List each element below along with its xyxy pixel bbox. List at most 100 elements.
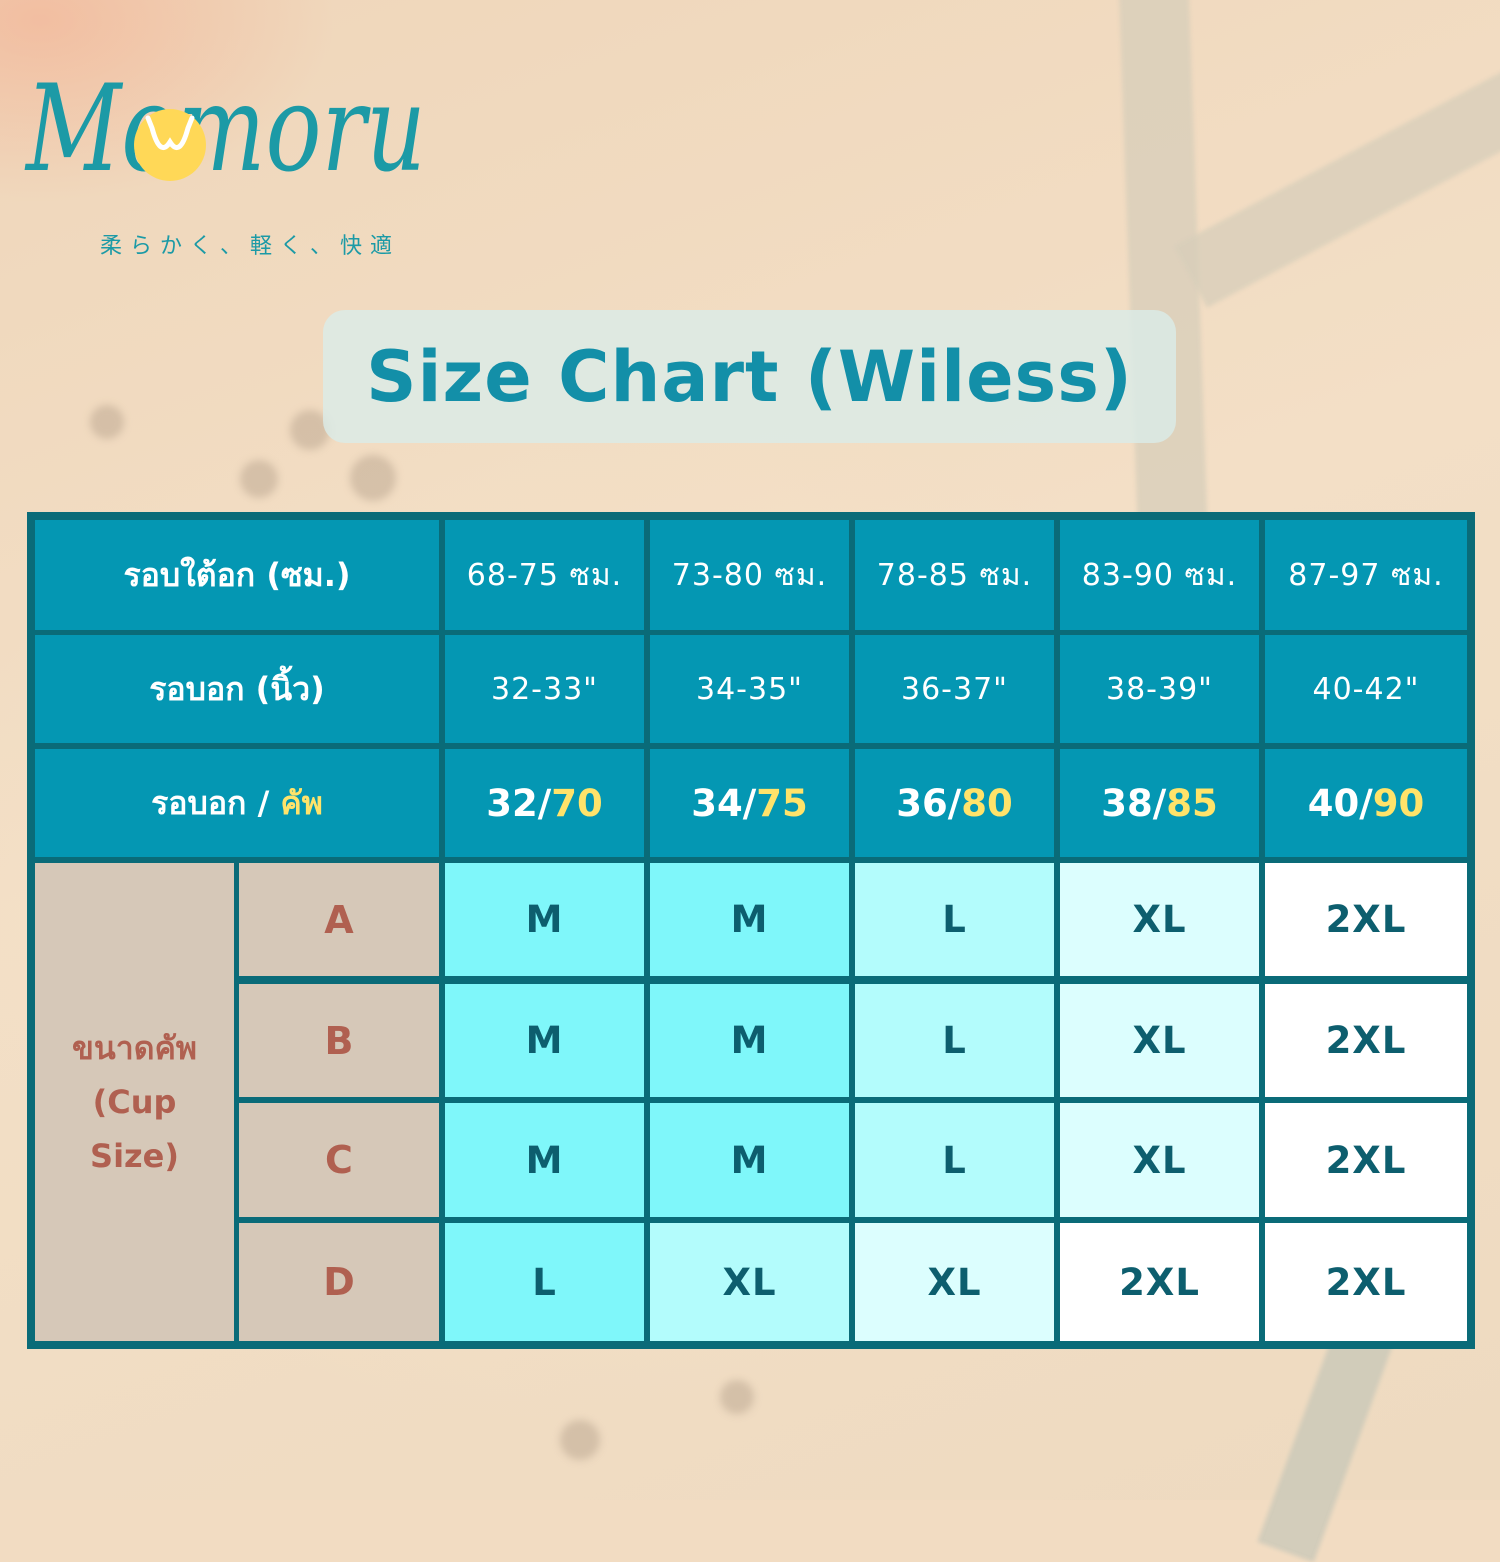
- cup-letter: C: [325, 1138, 353, 1182]
- underbust-cell: 83-90 ซม.: [1060, 520, 1259, 630]
- underbust-value: 83-90 ซม.: [1081, 557, 1238, 593]
- cup-band-value: 70: [551, 781, 603, 825]
- bust-inch-cell: 36-37": [855, 635, 1054, 743]
- cup-band-value: 85: [1166, 781, 1218, 825]
- size-cell: 2XL: [1265, 1223, 1467, 1341]
- size-value: XL: [927, 1260, 982, 1304]
- underbust-cell: 73-80 ซม.: [650, 520, 849, 630]
- size-value: XL: [1132, 1138, 1187, 1182]
- momoru-logo-wordmark: Momoru: [24, 60, 426, 199]
- bust-inch-cell: 40-42": [1265, 635, 1467, 743]
- bust-inch-value: 34-35": [696, 671, 803, 707]
- size-value: 2XL: [1325, 1138, 1407, 1182]
- brand-tagline: 柔らかく、軽く、快適: [100, 234, 401, 259]
- size-cell: M: [445, 863, 644, 976]
- bust-inch-label: รอบอก (นิ้ว): [149, 669, 325, 708]
- size-cell: L: [855, 984, 1054, 1097]
- size-value: L: [942, 1138, 967, 1182]
- bust-inch-cell: 38-39": [1060, 635, 1259, 743]
- bust-cup-cell: 34/75: [650, 749, 849, 857]
- cup-letter-cell: B: [239, 984, 439, 1097]
- underbust-cell: 87-97 ซม.: [1265, 520, 1467, 630]
- size-cell: XL: [650, 1223, 849, 1341]
- bust-value: 32/: [486, 781, 552, 825]
- cup-letter: D: [323, 1260, 355, 1304]
- size-value: XL: [1132, 1019, 1187, 1062]
- bust-value: 36/: [896, 781, 962, 825]
- brand-logo: Momoru 柔らかく、軽く、快適: [20, 30, 440, 259]
- cup-letter-cell: D: [239, 1223, 439, 1341]
- size-value: M: [730, 1138, 769, 1182]
- cup-label-accent: คัพ: [280, 783, 323, 822]
- size-cell: XL: [1060, 1103, 1259, 1217]
- cup-band-value: 80: [961, 781, 1013, 825]
- size-cell: L: [855, 863, 1054, 976]
- cup-letter-cell: A: [239, 863, 439, 976]
- size-cell: M: [650, 984, 849, 1097]
- bust-inch-value: 40-42": [1312, 671, 1420, 707]
- underbust-value: 73-80 ซม.: [671, 557, 828, 593]
- size-value: M: [730, 898, 769, 941]
- cup-size-label-cell: ขนาดคัพ (Cup Size): [35, 863, 234, 1341]
- size-value: 2XL: [1119, 1260, 1200, 1304]
- bust-cup-label: รอบอก /: [151, 783, 281, 822]
- size-value: 2XL: [1325, 1019, 1407, 1062]
- bust-inch-cell: 34-35": [650, 635, 849, 743]
- bust-cup-cell: 38/85: [1060, 749, 1259, 857]
- size-value: XL: [722, 1260, 777, 1304]
- size-cell: XL: [1060, 863, 1259, 976]
- bust-value: 34/: [691, 781, 757, 825]
- size-value: L: [942, 1019, 967, 1062]
- fabric-dot: [240, 460, 278, 498]
- fabric-dot: [720, 1380, 754, 1414]
- size-cell: L: [855, 1103, 1054, 1217]
- fabric-dot: [90, 405, 124, 439]
- size-cell: M: [445, 984, 644, 1097]
- size-cell: M: [650, 1103, 849, 1217]
- size-cell: 2XL: [1265, 863, 1467, 976]
- size-cell: 2XL: [1060, 1223, 1259, 1341]
- underbust-cell: 68-75 ซม.: [445, 520, 644, 630]
- size-cell: 2XL: [1265, 984, 1467, 1097]
- underbust-value: 87-97 ซม.: [1288, 557, 1444, 593]
- bust-inch-cell: 32-33": [445, 635, 644, 743]
- underbust-label-cell: รอบใต้อก (ซม.): [35, 520, 439, 630]
- cup-size-label-en: (Cup: [92, 1083, 177, 1121]
- cup-band-value: 75: [756, 781, 808, 825]
- cup-band-value: 90: [1372, 781, 1425, 825]
- underbust-value: 68-75 ซม.: [466, 557, 623, 593]
- size-value: 2XL: [1325, 1260, 1407, 1304]
- underbust-value: 78-85 ซม.: [876, 557, 1033, 593]
- fabric-dot: [560, 1420, 600, 1460]
- size-cell: M: [445, 1103, 644, 1217]
- size-value: XL: [1132, 898, 1187, 941]
- underbust-label: รอบใต้อก (ซม.): [123, 555, 351, 594]
- size-value: M: [525, 1019, 564, 1062]
- bust-value: 40/: [1307, 781, 1373, 825]
- size-value: L: [942, 898, 967, 941]
- size-cell: 2XL: [1265, 1103, 1467, 1217]
- bust-inch-value: 36-37": [901, 671, 1008, 707]
- size-chart-table: รอบใต้อก (ซม.) 68-75 ซม. 73-80 ซม. 78-85…: [27, 512, 1475, 1349]
- fabric-dot: [350, 455, 396, 501]
- size-cell: M: [650, 863, 849, 976]
- bust-cup-cell: 36/80: [855, 749, 1054, 857]
- size-value: L: [532, 1260, 557, 1304]
- size-value: M: [730, 1019, 769, 1062]
- bust-value: 38/: [1101, 781, 1167, 825]
- size-value: 2XL: [1325, 898, 1407, 941]
- bust-inch-label-cell: รอบอก (นิ้ว): [35, 635, 439, 743]
- bust-inch-value: 32-33": [491, 671, 598, 707]
- bust-cup-label-cell: รอบอก / คัพ: [35, 749, 439, 857]
- underbust-cell: 78-85 ซม.: [855, 520, 1054, 630]
- svg-text:Momoru: Momoru: [24, 60, 426, 199]
- size-cell: XL: [855, 1223, 1054, 1341]
- cup-letter: B: [324, 1018, 354, 1063]
- page-title: Size Chart (Wiless): [366, 335, 1133, 418]
- title-banner: Size Chart (Wiless): [323, 310, 1176, 443]
- cup-letter-cell: C: [239, 1103, 439, 1217]
- bust-cup-cell: 40/90: [1265, 749, 1467, 857]
- size-value: M: [525, 1138, 564, 1182]
- bust-cup-cell: 32/70: [445, 749, 644, 857]
- cup-size-label-thai: ขนาดคัพ: [72, 1029, 197, 1067]
